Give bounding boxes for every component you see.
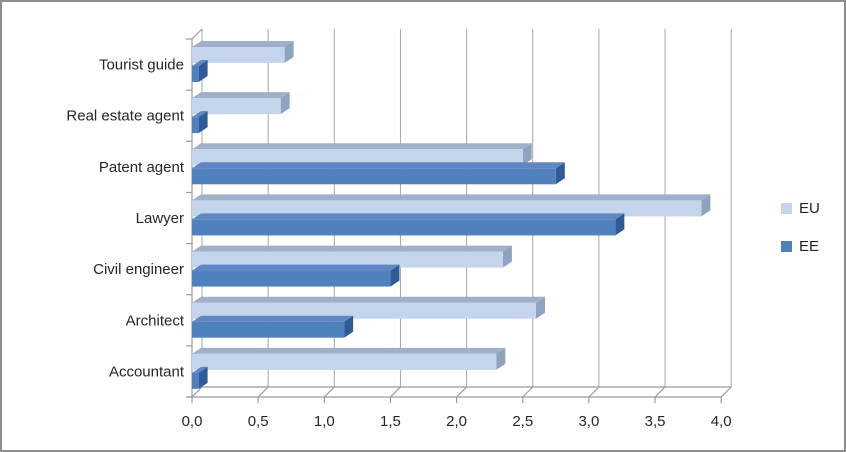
legend-swatch-eu (781, 203, 792, 214)
svg-text:Architect: Architect (126, 312, 185, 329)
legend-item-eu: EU (781, 200, 820, 217)
svg-text:1,0: 1,0 (314, 413, 335, 430)
chart-legend: EU EE (781, 200, 820, 255)
svg-text:3,5: 3,5 (645, 413, 666, 430)
legend-label-ee: EE (799, 238, 820, 255)
svg-text:Tourist guide: Tourist guide (99, 57, 184, 74)
svg-text:Civil engineer: Civil engineer (93, 261, 184, 278)
svg-text:0,0: 0,0 (182, 413, 203, 430)
svg-text:1,5: 1,5 (380, 413, 401, 430)
svg-text:2,5: 2,5 (512, 413, 533, 430)
svg-text:Accountant: Accountant (109, 363, 185, 380)
svg-text:2,0: 2,0 (446, 413, 467, 430)
legend-item-ee: EE (781, 238, 820, 255)
legend-swatch-ee (781, 241, 792, 252)
svg-text:4,0: 4,0 (711, 413, 732, 430)
svg-text:Real estate agent: Real estate agent (66, 108, 184, 125)
svg-text:3,0: 3,0 (578, 413, 599, 430)
svg-text:0,5: 0,5 (248, 413, 269, 430)
svg-text:Patent agent: Patent agent (99, 159, 185, 176)
legend-label-eu: EU (799, 200, 820, 217)
svg-text:Lawyer: Lawyer (136, 210, 184, 227)
